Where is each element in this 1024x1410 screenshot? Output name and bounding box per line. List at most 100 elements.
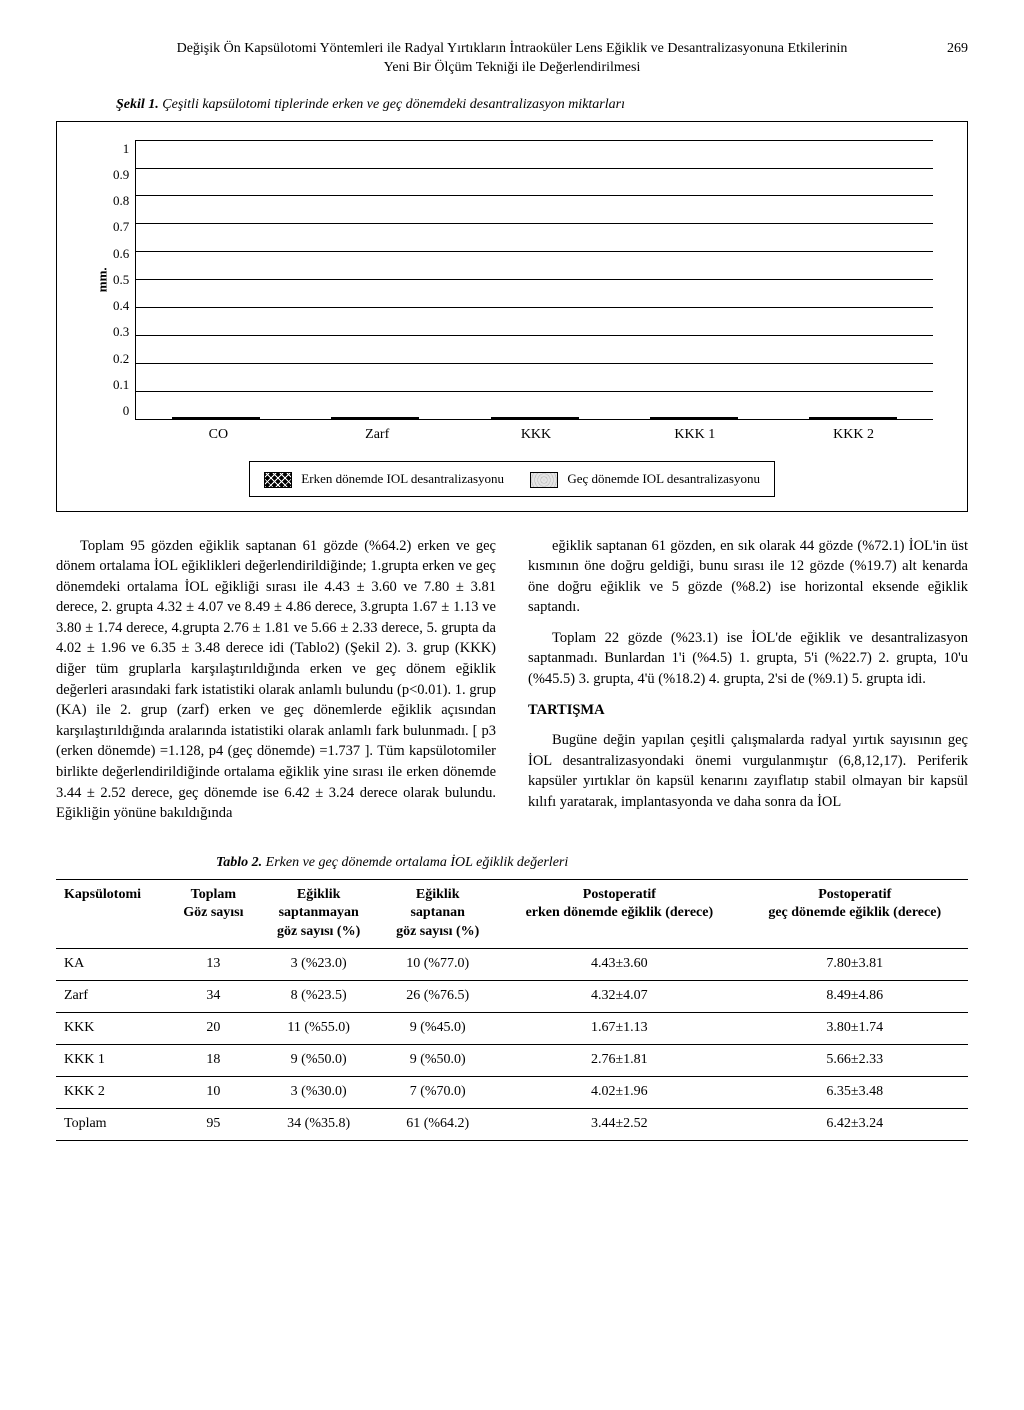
section-tartisma: TARTIŞMA [528,700,968,721]
bar-early [491,417,535,419]
table-cell: 34 (%35.8) [259,1108,378,1140]
bar-late [375,417,419,419]
table-cell: 95 [168,1108,260,1140]
table-row: KKK2011 (%55.0)9 (%45.0)1.67±1.133.80±1.… [56,1013,968,1045]
bar-early [809,417,853,419]
table-row: Toplam9534 (%35.8)61 (%64.2)3.44±2.526.4… [56,1108,968,1140]
left-p1: Toplam 95 gözden eğiklik saptanan 61 göz… [56,536,496,824]
legend-item-late: Geç dönemde IOL desantralizasyonu [530,470,760,488]
y-tick: 0.9 [113,166,129,184]
y-axis-label: mm. [91,140,113,420]
y-tick: 1 [123,140,130,158]
x-axis-labels: COZarfKKKKKK 1KKK 2 [139,426,933,445]
table-cell: 9 (%45.0) [378,1013,497,1045]
x-tick: CO [139,426,298,445]
table-cell: Zarf [56,981,168,1013]
chart-legend: Erken dönemde IOL desantralizasyonu Geç … [249,461,775,497]
table-col-header: ToplamGöz sayısı [168,879,260,949]
y-tick: 0.4 [113,297,129,315]
table-cell: 3.44±2.52 [497,1108,741,1140]
bar-group [774,417,933,419]
table-cell: 4.32±4.07 [497,981,741,1013]
table-cell: 10 (%77.0) [378,949,497,981]
table-col-header: Kapsülotomi [56,879,168,949]
bar-group [296,417,455,419]
table-cell: Toplam [56,1108,168,1140]
table-cell: 4.43±3.60 [497,949,741,981]
x-tick: KKK 2 [774,426,933,445]
table-cell: 10 [168,1076,260,1108]
table-cell: 11 (%55.0) [259,1013,378,1045]
table-cell: KKK 1 [56,1044,168,1076]
figure-1-chart: mm. 10.90.80.70.60.50.40.30.20.10 COZarf… [56,121,968,512]
body-columns: Toplam 95 gözden eğiklik saptanan 61 göz… [56,536,968,834]
table-row: Zarf348 (%23.5)26 (%76.5)4.32±4.078.49±4… [56,981,968,1013]
header-line1: Değişik Ön Kapsülotomi Yöntemleri ile Ra… [177,41,848,56]
table-cell: KKK 2 [56,1076,168,1108]
table-cell: 13 [168,949,260,981]
bar-late [694,417,738,419]
legend-item-early: Erken dönemde IOL desantralizasyonu [264,470,504,488]
left-column: Toplam 95 gözden eğiklik saptanan 61 göz… [56,536,496,834]
x-tick: KKK [457,426,616,445]
table-cell: 3 (%30.0) [259,1076,378,1108]
table-cell: 34 [168,981,260,1013]
table-cell: KKK [56,1013,168,1045]
table-cell: 20 [168,1013,260,1045]
page-number: 269 [947,40,968,59]
y-tick: 0.5 [113,271,129,289]
table-caption: Tablo 2. Erken ve geç dönemde ortalama İ… [216,854,968,873]
table-cell: 7 (%70.0) [378,1076,497,1108]
table-row: KKK 1189 (%50.0)9 (%50.0)2.76±1.815.66±2… [56,1044,968,1076]
table-cell: 61 (%64.2) [378,1108,497,1140]
bar-late [853,417,897,419]
bar-group [455,417,614,419]
table-caption-text: Erken ve geç dönemde ortalama İOL eğikli… [266,855,569,870]
table-cell: 9 (%50.0) [259,1044,378,1076]
right-column: eğiklik saptanan 61 gözden, en sık olara… [528,536,968,834]
table-cell: 8.49±4.86 [741,981,968,1013]
bar-early [172,417,216,419]
y-tick: 0.2 [113,350,129,368]
table-col-header: Eğikliksaptanmayangöz sayısı (%) [259,879,378,949]
table-cell: 5.66±2.33 [741,1044,968,1076]
right-p1: eğiklik saptanan 61 gözden, en sık olara… [528,536,968,618]
chart-gridlines [136,140,933,419]
x-tick: Zarf [298,426,457,445]
swatch-early-icon [264,472,292,488]
y-axis-ticks: 10.90.80.70.60.50.40.30.20.10 [113,140,135,420]
table-cell: 4.02±1.96 [497,1076,741,1108]
table-col-header: Postoperatiferken dönemde eğiklik (derec… [497,879,741,949]
y-tick: 0 [123,402,130,420]
figure-label: Şekil 1. [116,97,159,112]
table-cell: 2.76±1.81 [497,1044,741,1076]
table-cell: 26 (%76.5) [378,981,497,1013]
figure-caption-text: Çeşitli kapsülotomi tiplerinde erken ve … [162,97,625,112]
page-header: Değişik Ön Kapsülotomi Yöntemleri ile Ra… [56,40,968,78]
table-cell: 18 [168,1044,260,1076]
right-p3: Bugüne değin yapılan çeşitli çalışmalard… [528,730,968,812]
table-label: Tablo 2. [216,855,262,870]
table-cell: KA [56,949,168,981]
legend-late-text: Geç dönemde IOL desantralizasyonu [567,471,760,486]
table-cell: 6.42±3.24 [741,1108,968,1140]
table-col-header: Eğikliksaptanangöz sayısı (%) [378,879,497,949]
bar-early [331,417,375,419]
table-cell: 9 (%50.0) [378,1044,497,1076]
y-tick: 0.7 [113,218,129,236]
table-cell: 1.67±1.13 [497,1013,741,1045]
bar-late [216,417,260,419]
y-tick: 0.1 [113,376,129,394]
table-row: KA133 (%23.0)10 (%77.0)4.43±3.607.80±3.8… [56,949,968,981]
table-cell: 7.80±3.81 [741,949,968,981]
chart-plot-area [135,140,933,420]
table-row: KKK 2103 (%30.0)7 (%70.0)4.02±1.966.35±3… [56,1076,968,1108]
figure-caption: Şekil 1. Çeşitli kapsülotomi tiplerinde … [116,96,968,115]
header-line2: Yeni Bir Ölçüm Tekniği ile Değerlendiril… [384,60,641,75]
bar-group [136,417,295,419]
bar-late [535,417,579,419]
y-tick: 0.3 [113,323,129,341]
right-p2: Toplam 22 gözde (%23.1) ise İOL'de eğikl… [528,628,968,690]
table-cell: 6.35±3.48 [741,1076,968,1108]
bar-group [614,417,773,419]
